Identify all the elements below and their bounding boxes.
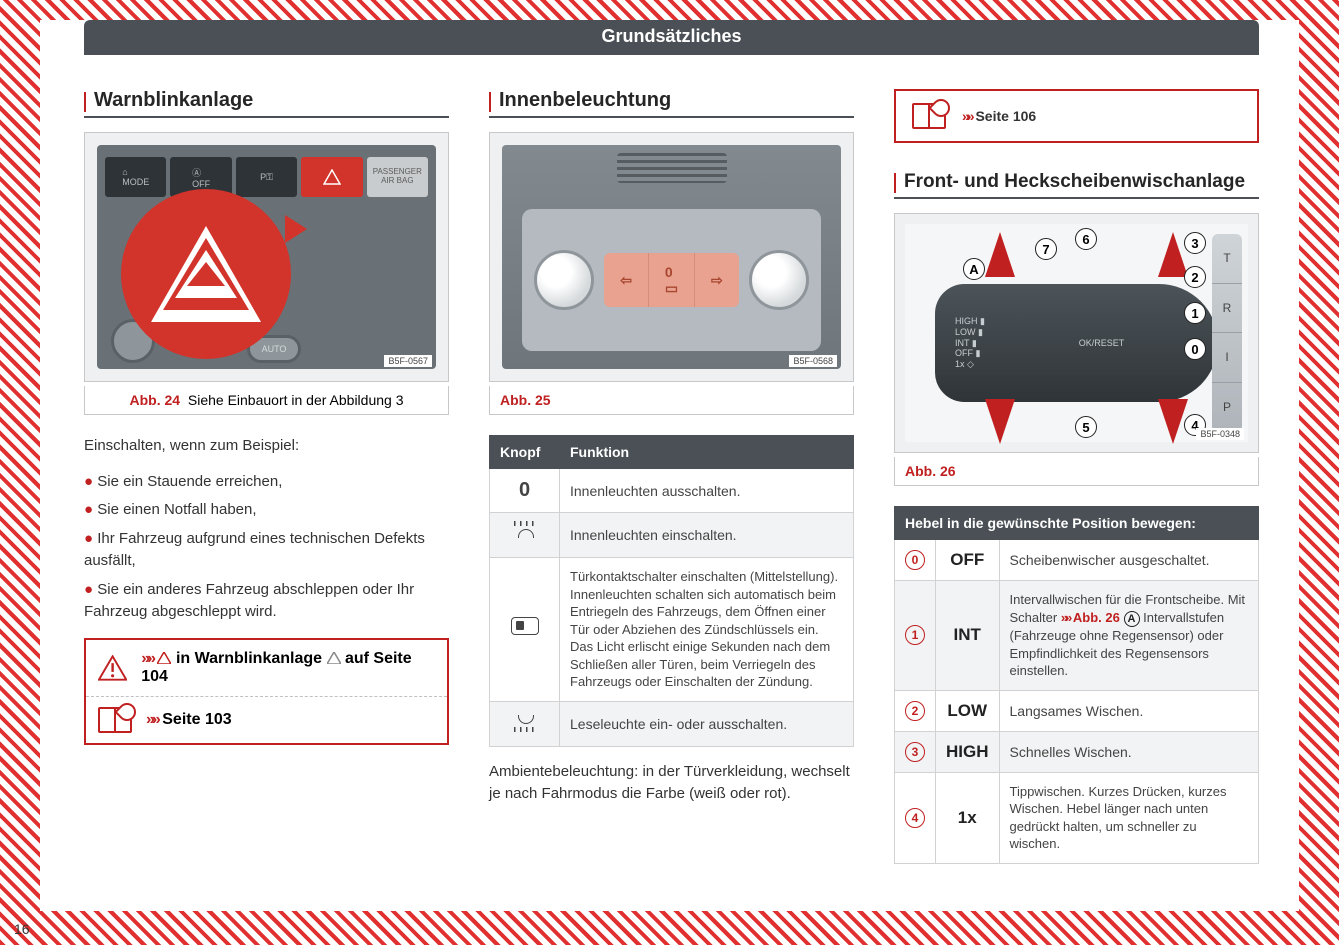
figure-26-caption: Abb. 26 — [894, 457, 1259, 486]
figure-ref: B5F-0567 — [384, 355, 432, 367]
reference-box: »» in Warnblinkanlage auf Seite 104 »» S… — [84, 638, 449, 745]
figure-ref: B5F-0348 — [1196, 428, 1244, 440]
page-number: 16 — [14, 921, 30, 937]
figure-25: ⇦0▭⇨ B5F-0568 — [489, 132, 854, 382]
symbol-light-off-icon — [490, 701, 560, 746]
symbol-light-on-icon — [490, 513, 560, 558]
symbol-door-icon — [490, 558, 560, 702]
heading-text: Warnblinkanlage — [94, 89, 253, 112]
intro-text: Einschalten, wenn zum Beispiel: — [84, 435, 449, 457]
col-warnblink: Warnblinkanlage ⌂MODE ⒶOFF P⚿ PASSENGERA… — [84, 89, 449, 887]
section-heading: Innenbeleuchtung — [489, 89, 854, 118]
button-function-table: Knopf Funktion 0Innenleuchten ausschalte… — [489, 435, 854, 747]
figure-ref: B5F-0568 — [789, 355, 837, 367]
figure-26: HIGH ▮ LOW ▮ INT ▮ OFF ▮ 1x ◇ OK/RESET T… — [894, 213, 1259, 453]
bullet-list: ● Sie ein Stauende erreichen, ● Sie eine… — [84, 471, 449, 624]
col-wischanlage: »» Seite 106 Front- und Heckscheibenwisc… — [894, 89, 1259, 887]
columns: Warnblinkanlage ⌂MODE ⒶOFF P⚿ PASSENGERA… — [84, 89, 1259, 887]
wiper-table: Hebel in die gewünschte Position bewegen… — [894, 506, 1259, 864]
page-ref-box: »» Seite 106 — [894, 89, 1259, 143]
manual-page: Grundsätzliches Warnblinkanlage ⌂MODE ⒶO… — [40, 20, 1299, 911]
heading-text: Innenbeleuchtung — [499, 89, 671, 112]
symbol-zero: 0 — [490, 469, 560, 513]
figure-24: ⌂MODE ⒶOFF P⚿ PASSENGERAIR BAG AUTO B5F-… — [84, 132, 449, 382]
ambient-text: Ambientebeleuchtung: in der Türverkleidu… — [489, 761, 854, 805]
heading-text: Front- und Heckscheibenwischanlage — [904, 171, 1245, 193]
int-row-text: Intervallwischen für die Frontscheibe. M… — [999, 581, 1259, 691]
figure-24-caption: Abb. 24 Siehe Einbauort in der Abbildung… — [84, 386, 449, 415]
book-icon — [912, 103, 946, 129]
figure-25-caption: Abb. 25 — [489, 386, 854, 415]
warning-icon — [98, 655, 127, 681]
col-innenbeleuchtung: Innenbeleuchtung ⇦0▭⇨ B5F-0568 Abb. 25 — [489, 89, 854, 887]
page-title: Grundsätzliches — [84, 20, 1259, 55]
section-heading: Warnblinkanlage — [84, 89, 449, 118]
section-heading: Front- und Heckscheibenwischanlage — [894, 171, 1259, 199]
book-icon — [98, 707, 132, 733]
